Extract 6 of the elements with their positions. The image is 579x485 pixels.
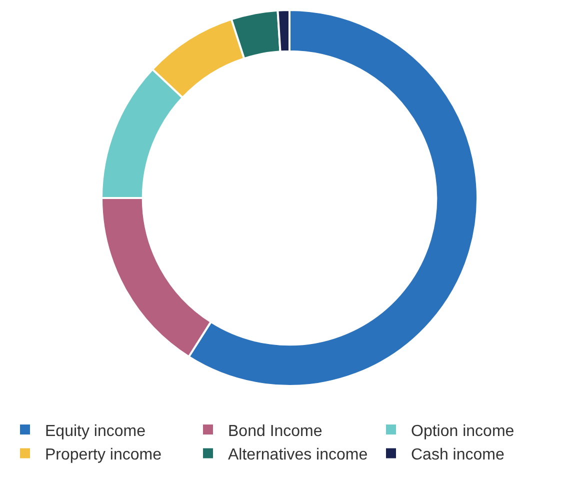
legend-label: Alternatives income [228,446,368,464]
legend-label: Option income [411,422,514,440]
legend-label: Equity income [45,422,146,440]
legend-label: Property income [45,446,162,464]
legend-label: Bond Income [228,422,322,440]
legend-label: Cash income [411,446,504,464]
